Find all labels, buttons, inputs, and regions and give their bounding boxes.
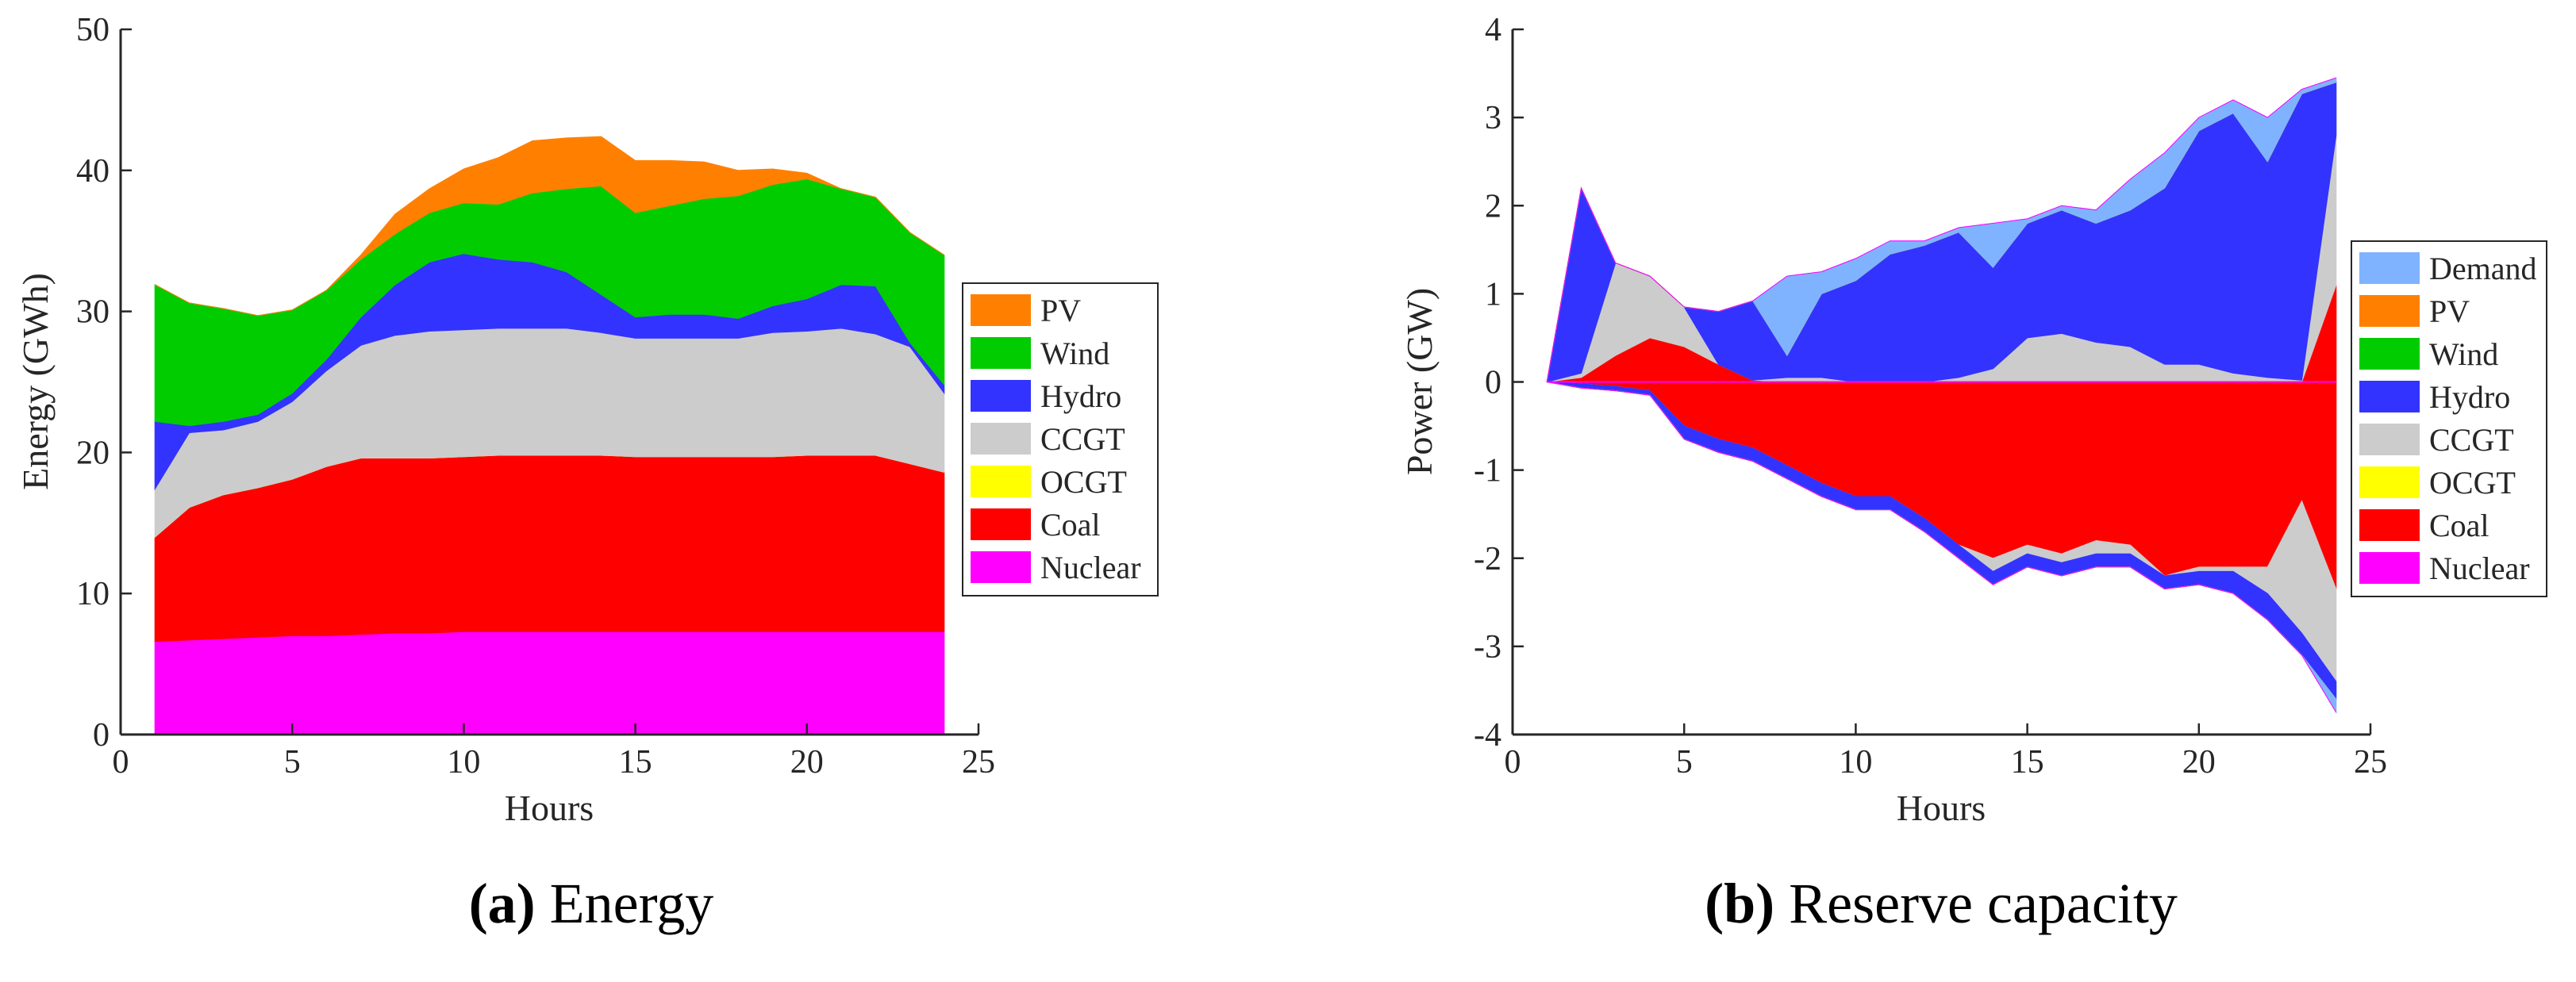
energy-legend-label-pv: PV <box>1040 293 1081 328</box>
energy-legend-label-wind: Wind <box>1040 336 1109 371</box>
reserve-legend-swatch-wind <box>2359 338 2420 370</box>
reserve-legend-swatch-demand <box>2359 252 2420 284</box>
reserve-y-tick-label: -4 <box>1474 717 1501 754</box>
energy-area-nuclear <box>154 631 945 735</box>
reserve-x-tick-label: 10 <box>1839 744 1872 781</box>
energy-ylabel: Energy (GWh) <box>15 273 56 490</box>
reserve-legend-label-coal: Coal <box>2429 508 2489 543</box>
energy-y-tick-label: 20 <box>76 435 110 471</box>
reserve-x-tick-label: 5 <box>1676 744 1693 781</box>
energy-y-tick-label: 30 <box>76 294 110 331</box>
reserve-y-tick-label: -2 <box>1474 541 1501 577</box>
reserve-legend-label-demand: Demand <box>2429 251 2537 286</box>
reserve-x-tick-label: 15 <box>2011 744 2044 781</box>
reserve-y-tick-label: 3 <box>1485 100 1501 136</box>
reserve-legend-swatch-ocgt <box>2359 466 2420 498</box>
energy-area-pv <box>154 136 945 316</box>
energy-xlabel: Hours <box>505 788 594 828</box>
energy-legend-label-coal: Coal <box>1040 507 1101 543</box>
reserve-legend-label-ccgt: CCGT <box>2429 422 2514 458</box>
energy-legend: PV Wind Hydro CCGT OCGT Coal Nuclear <box>962 282 1159 596</box>
energy-x-tick-label: 15 <box>619 744 652 781</box>
energy-x-tick-label: 0 <box>113 744 129 781</box>
energy-legend-swatch-hydro <box>971 380 1031 412</box>
reserve-y-tick-label: -1 <box>1474 453 1501 489</box>
reserve-y-tick-label: 2 <box>1485 188 1501 224</box>
reserve-ylabel: Power (GW) <box>1399 288 1440 475</box>
reserve-caption-text: Reserve capacity <box>1774 872 2178 935</box>
reserve-axes: 0 5 10 15 20 25 -4 -3 -2 -1 0 1 2 3 4 <box>1474 12 2387 781</box>
reserve-y-tick-label: 0 <box>1485 365 1501 401</box>
reserve-area-down-nuclear <box>1547 382 2337 713</box>
reserve-y-tick-label: 1 <box>1485 276 1501 313</box>
reserve-legend-label-ocgt: OCGT <box>2429 465 2516 501</box>
energy-legend-swatch-coal <box>971 508 1031 540</box>
energy-x-tick-label: 25 <box>962 744 995 781</box>
reserve-legend-swatch-coal <box>2359 509 2420 541</box>
energy-areas <box>154 136 945 735</box>
reserve-y-tick-label: 4 <box>1485 12 1501 48</box>
energy-chart: 0 5 10 15 20 25 0 10 20 30 40 50 Energy (GWh) Hours… <box>15 12 1159 935</box>
energy-y-tick-label: 50 <box>76 12 110 48</box>
reserve-xlabel: Hours <box>1897 788 1986 828</box>
energy-legend-label-ocgt: OCGT <box>1040 464 1127 500</box>
reserve-legend-swatch-nuclear <box>2359 552 2420 584</box>
energy-x-tick-label: 10 <box>447 744 480 781</box>
energy-legend-swatch-pv <box>971 294 1031 326</box>
energy-caption: (a) Energy <box>469 872 714 935</box>
energy-legend-label-ccgt: CCGT <box>1040 421 1125 457</box>
reserve-caption: (b) Reserve capacity <box>1705 872 2178 935</box>
reserve-areas <box>1546 77 2337 715</box>
reserve-caption-letter: (b) <box>1705 872 1774 935</box>
energy-caption-text: Energy <box>536 872 714 935</box>
reserve-legend-label-hydro: Hydro <box>2429 379 2510 415</box>
energy-legend-swatch-ccgt <box>971 423 1031 455</box>
energy-x-tick-label: 20 <box>790 744 824 781</box>
reserve-x-tick-label: 25 <box>2354 744 2387 781</box>
energy-caption-letter: (a) <box>469 872 536 935</box>
reserve-x-tick-label: 20 <box>2182 744 2216 781</box>
reserve-legend-swatch-pv <box>2359 295 2420 327</box>
energy-y-tick-label: 10 <box>76 576 110 612</box>
reserve-x-tick-label: 0 <box>1505 744 1521 781</box>
energy-legend-swatch-wind <box>971 337 1031 369</box>
reserve-legend: Demand PV Wind Hydro CCGT OCGT Coal Nuclear <box>2351 240 2547 597</box>
energy-y-tick-label: 40 <box>76 153 110 190</box>
reserve-legend-label-nuclear: Nuclear <box>2429 550 2530 586</box>
reserve-legend-label-wind: Wind <box>2429 336 2498 372</box>
energy-legend-label-hydro: Hydro <box>1040 378 1121 414</box>
energy-y-tick-label: 0 <box>93 717 110 754</box>
reserve-legend-swatch-ccgt <box>2359 424 2420 455</box>
energy-legend-swatch-nuclear <box>971 551 1031 583</box>
reserve-chart: 0 5 10 15 20 25 -4 -3 -2 -1 0 1 2 3 4 Power (GW) Hours… <box>1399 12 2547 935</box>
reserve-y-tick-label: -3 <box>1474 629 1501 666</box>
energy-legend-swatch-ocgt <box>971 466 1031 497</box>
reserve-legend-swatch-hydro <box>2359 381 2420 412</box>
energy-x-tick-label: 5 <box>284 744 301 781</box>
reserve-legend-label-pv: PV <box>2429 293 2470 329</box>
energy-legend-label-nuclear: Nuclear <box>1040 550 1141 585</box>
energy-axes: 0 5 10 15 20 25 0 10 20 30 40 50 <box>76 12 995 781</box>
reserve-area-up-nuclear <box>1546 77 2336 382</box>
